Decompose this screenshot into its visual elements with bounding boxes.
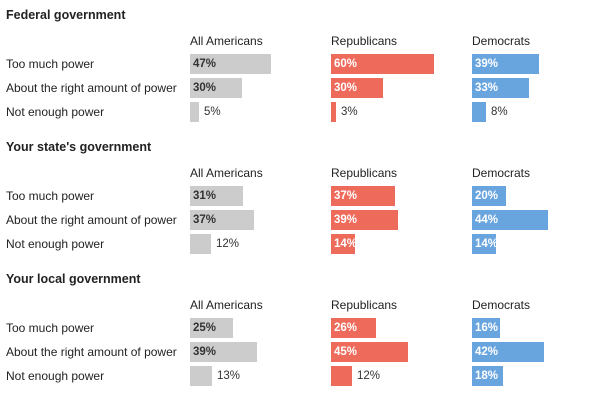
bar — [190, 366, 212, 386]
data-label: 8% — [491, 106, 508, 118]
bar — [190, 102, 199, 122]
column-header: Democrats — [472, 166, 531, 180]
bar — [190, 318, 233, 338]
row-label: Too much power — [6, 57, 95, 71]
bar — [472, 102, 486, 122]
bar — [472, 366, 503, 386]
bar — [190, 78, 242, 98]
bar — [331, 54, 434, 74]
data-label: 20% — [475, 190, 499, 202]
bar — [331, 186, 395, 206]
bar — [331, 318, 376, 338]
data-label: 37% — [334, 190, 358, 202]
bar — [190, 234, 211, 254]
bar — [472, 234, 496, 254]
data-label: 25% — [193, 322, 217, 334]
data-label: 5% — [204, 106, 221, 118]
column-header: Republicans — [331, 166, 398, 180]
bar — [190, 186, 243, 206]
bar — [331, 102, 336, 122]
bar — [190, 54, 271, 74]
column-header: All Americans — [190, 298, 263, 312]
bar — [472, 186, 506, 206]
column-header: All Americans — [190, 34, 263, 48]
column-header: Republicans — [331, 298, 398, 312]
row-label: Not enough power — [6, 369, 105, 383]
data-label: 12% — [216, 238, 240, 250]
data-label: 30% — [193, 82, 217, 94]
panel-title: Your state's government — [6, 140, 152, 154]
column-header: Republicans — [331, 34, 398, 48]
bar — [472, 54, 539, 74]
column-header: All Americans — [190, 166, 263, 180]
bar — [472, 78, 529, 98]
bar — [472, 318, 500, 338]
data-label: 39% — [475, 58, 499, 70]
data-label: 31% — [193, 190, 217, 202]
bar — [472, 210, 548, 230]
data-label: 45% — [334, 346, 358, 358]
bar — [331, 234, 355, 254]
data-label: 47% — [193, 58, 217, 70]
bar — [472, 342, 544, 362]
data-label: 16% — [475, 322, 499, 334]
data-label: 14% — [475, 238, 499, 250]
data-label: 39% — [193, 346, 217, 358]
data-label: 13% — [217, 370, 241, 382]
bar — [190, 210, 254, 230]
data-label: 42% — [475, 346, 499, 358]
data-label: 26% — [334, 322, 358, 334]
row-label: Not enough power — [6, 237, 105, 251]
row-label: Not enough power — [6, 105, 105, 119]
data-label: 3% — [341, 106, 358, 118]
bar — [331, 210, 398, 230]
data-label: 44% — [475, 214, 499, 226]
row-label: About the right amount of power — [6, 81, 177, 95]
panel-title: Your local government — [6, 272, 141, 286]
data-label: 14% — [334, 238, 358, 250]
row-label: Too much power — [6, 189, 95, 203]
row-label: About the right amount of power — [6, 213, 177, 227]
data-label: 33% — [475, 82, 499, 94]
data-label: 30% — [334, 82, 358, 94]
data-label: 39% — [334, 214, 358, 226]
bar — [331, 366, 352, 386]
row-label: About the right amount of power — [6, 345, 177, 359]
data-label: 37% — [193, 214, 217, 226]
bar — [190, 342, 257, 362]
data-label: 18% — [475, 370, 499, 382]
data-label: 12% — [357, 370, 381, 382]
column-header: Democrats — [472, 34, 531, 48]
panel-title: Federal government — [6, 8, 126, 22]
column-header: Democrats — [472, 298, 531, 312]
bar — [331, 78, 383, 98]
data-label: 60% — [334, 58, 358, 70]
row-label: Too much power — [6, 321, 95, 335]
bar — [331, 342, 408, 362]
